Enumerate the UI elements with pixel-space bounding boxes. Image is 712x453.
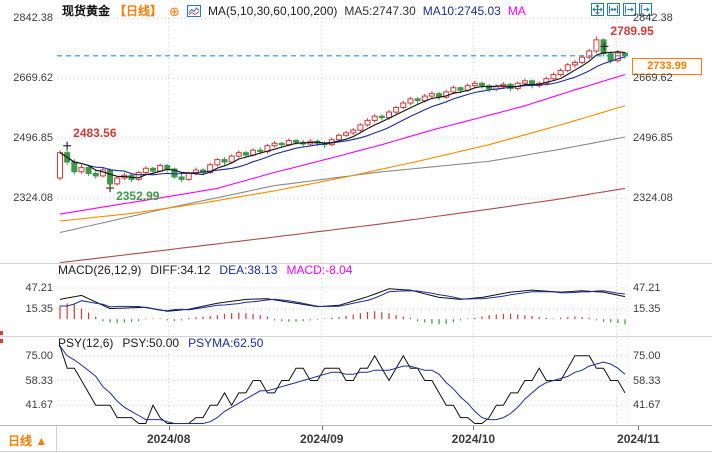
y-axis-label: 41.67 <box>25 399 53 412</box>
y-axis-label: 2496.85 <box>633 132 673 145</box>
expand-right-icon[interactable] <box>623 3 636 16</box>
period-selector-label: 日线 <box>8 434 33 448</box>
y-axis-label: 2669.62 <box>633 72 673 85</box>
x-axis-tick <box>168 426 170 430</box>
symbol-name: 现货黄金 <box>62 4 111 18</box>
y-axis-label: 15.35 <box>633 303 661 316</box>
x-axis-tick <box>638 426 640 430</box>
ma-truncated-label: MA <box>507 4 526 18</box>
psy-indicator-name[interactable]: PSY(12,6) <box>58 336 114 350</box>
triangle-up-icon: ▲ <box>35 434 48 448</box>
x-axis-label: 2024/10 <box>451 432 496 446</box>
x-axis-label: 2024/09 <box>300 432 344 446</box>
bottom-bar-divider <box>56 426 57 452</box>
y-axis-label: 2496.85 <box>13 132 53 145</box>
y-axis-label: 41.67 <box>633 399 661 412</box>
x-axis-tick <box>321 426 323 430</box>
psyma-value: PSYMA:62.50 <box>188 336 264 350</box>
y-axis-label: 58.33 <box>633 374 661 387</box>
pan-right-icon[interactable] <box>639 3 652 16</box>
ma5-value: MA5:2747.30 <box>344 4 416 18</box>
y-axis-label: 2324.08 <box>13 192 53 205</box>
macd-diff-value: DIFF:34.12 <box>150 263 211 277</box>
ma-settings-label: MA(5,10,30,60,100,200) <box>207 4 338 18</box>
psy-header: PSY(12,6) PSY:50.00 PSYMA:62.50 <box>58 337 263 350</box>
macd-header: MACD(26,12,9) DIFF:34.12 DEA:38.13 MACD:… <box>58 264 352 277</box>
y-axis-label: 15.35 <box>25 303 53 316</box>
y-axis-label: 47.21 <box>633 282 661 294</box>
panel-splitter-handle[interactable] <box>0 331 8 343</box>
low-price-annotation: 2352.99 <box>116 189 160 204</box>
high-price-annotation: 2483.56 <box>73 125 117 140</box>
period-selector[interactable]: 日线 ▲ <box>8 432 47 449</box>
peak-price-annotation: 2789.95 <box>610 24 654 39</box>
move-icon[interactable] <box>591 3 604 16</box>
period-tag[interactable]: 【日线】 <box>114 4 163 18</box>
y-axis-label: 47.21 <box>25 282 53 294</box>
y-axis-label: 2842.38 <box>633 12 673 25</box>
y-axis-label: 75.00 <box>25 349 53 362</box>
macd-indicator-name[interactable]: MACD(26,12,9) <box>58 263 142 277</box>
x-axis-label: 2024/08 <box>147 432 191 446</box>
chart-type-icon[interactable] <box>186 5 201 17</box>
x-axis-tick <box>473 426 475 430</box>
last-price-tag: 2733.99 <box>632 57 702 75</box>
compress-horizontal-icon[interactable] <box>607 3 620 16</box>
circle-plus-icon[interactable]: ⊕ <box>169 3 180 19</box>
y-axis-label: 75.00 <box>633 349 661 362</box>
x-axis-label: 2024/11 <box>617 432 660 446</box>
time-axis-bar: 日线 ▲ 2024/08 2024/09 2024/10 2024/11 <box>0 425 712 452</box>
y-axis-label: 2842.38 <box>13 12 53 25</box>
macd-hist-value: MACD:-8.04 <box>286 263 353 277</box>
macd-dea-value: DEA:38.13 <box>219 263 278 277</box>
y-axis-label: 2669.62 <box>13 72 53 85</box>
psy-value: PSY:50.00 <box>122 336 180 350</box>
chart-header: 现货黄金 【日线】 ⊕ MA(5,10,30,60,100,200) MA5:2… <box>62 3 526 19</box>
chart-toolbar <box>591 3 652 16</box>
y-axis-label: 2324.08 <box>633 192 673 205</box>
y-axis-label: 58.33 <box>25 374 53 387</box>
ma10-value: MA10:2745.03 <box>422 4 501 18</box>
